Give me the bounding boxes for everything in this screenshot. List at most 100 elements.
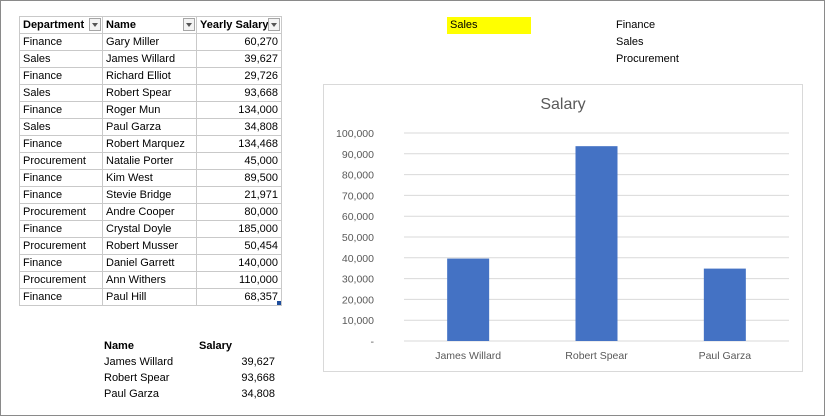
name-cell[interactable]: Paul Hill bbox=[102, 288, 197, 306]
name-cell[interactable]: Robert Musser bbox=[102, 237, 197, 255]
filter-dropdown-icon[interactable] bbox=[268, 18, 280, 31]
department-cell[interactable]: Finance bbox=[19, 33, 103, 51]
table-row: Sales James Willard 39,627 bbox=[19, 50, 282, 68]
summary-row: Robert Spear 93,668 bbox=[104, 370, 279, 386]
summary-row: Paul Garza 34,808 bbox=[104, 386, 279, 402]
salary-cell[interactable]: 21,971 bbox=[196, 186, 282, 204]
salary-table: Department Name Yearly Salary Finance Gar… bbox=[19, 16, 282, 306]
salary-cell[interactable]: 140,000 bbox=[196, 254, 282, 272]
department-cell[interactable]: Finance bbox=[19, 67, 103, 85]
department-cell[interactable]: Sales bbox=[19, 50, 103, 68]
table-row: Sales Robert Spear 93,668 bbox=[19, 84, 282, 102]
department-cell[interactable]: Sales bbox=[19, 84, 103, 102]
name-cell[interactable]: Richard Elliot bbox=[102, 67, 197, 85]
y-tick-label: 10,000 bbox=[342, 315, 374, 327]
department-cell[interactable]: Procurement bbox=[19, 152, 103, 170]
department-cell[interactable]: Sales bbox=[19, 118, 103, 136]
salary-cell[interactable]: 60,270 bbox=[196, 33, 282, 51]
department-cell[interactable]: Finance bbox=[19, 220, 103, 238]
salary-cell[interactable]: 39,627 bbox=[196, 50, 282, 68]
name-cell[interactable]: Andre Cooper bbox=[102, 203, 197, 221]
summary-salary-cell: 93,668 bbox=[241, 372, 275, 384]
y-tick-label: - bbox=[371, 336, 375, 348]
department-cell[interactable]: Procurement bbox=[19, 271, 103, 289]
name-cell[interactable]: Ann Withers bbox=[102, 271, 197, 289]
name-cell[interactable]: Daniel Garrett bbox=[102, 254, 197, 272]
name-cell[interactable]: Stevie Bridge bbox=[102, 186, 197, 204]
salary-cell[interactable]: 45,000 bbox=[196, 152, 282, 170]
name-cell[interactable]: Natalie Porter bbox=[102, 152, 197, 170]
table-row: Procurement Ann Withers 110,000 bbox=[19, 271, 282, 289]
table-row: Finance Robert Marquez 134,468 bbox=[19, 135, 282, 153]
chart-title: Salary bbox=[540, 96, 586, 113]
salary-cell[interactable]: 110,000 bbox=[196, 271, 282, 289]
summary-header-row: Name Salary bbox=[104, 338, 279, 354]
table-row: Finance Roger Mun 134,000 bbox=[19, 101, 282, 119]
header-yearly-salary: Yearly Salary bbox=[196, 16, 282, 34]
table-row: Procurement Robert Musser 50,454 bbox=[19, 237, 282, 255]
filter-dropdown-icon[interactable] bbox=[89, 18, 101, 31]
name-cell[interactable]: James Willard bbox=[102, 50, 197, 68]
summary-salary-cell: 39,627 bbox=[241, 356, 275, 368]
chart-plot: - 10,000 20,000 30,000 40,000 50,000 60,000 70,… bbox=[336, 128, 789, 362]
department-cell[interactable]: Procurement bbox=[19, 237, 103, 255]
salary-chart[interactable]: Salary - 10,000 20,000 30,000 40,000 50,000 60… bbox=[323, 84, 803, 372]
summary-name-cell: James Willard bbox=[104, 356, 174, 368]
table-row: Finance Crystal Doyle 185,000 bbox=[19, 220, 282, 238]
summary-name-cell: Paul Garza bbox=[104, 388, 160, 400]
header-name: Name bbox=[102, 16, 197, 34]
header-department: Department bbox=[19, 16, 103, 34]
x-tick-label: James Willard bbox=[435, 350, 501, 362]
table-row: Procurement Andre Cooper 80,000 bbox=[19, 203, 282, 221]
name-cell[interactable]: Kim West bbox=[102, 169, 197, 187]
salary-cell[interactable]: 29,726 bbox=[196, 67, 282, 85]
filter-dropdown-icon[interactable] bbox=[183, 18, 195, 31]
department-cell[interactable]: Finance bbox=[19, 254, 103, 272]
x-tick-label: Robert Spear bbox=[565, 350, 628, 362]
salary-cell[interactable]: 185,000 bbox=[196, 220, 282, 238]
name-cell[interactable]: Paul Garza bbox=[102, 118, 197, 136]
salary-cell[interactable]: 93,668 bbox=[196, 84, 282, 102]
y-tick-label: 60,000 bbox=[342, 211, 374, 223]
salary-cell[interactable]: 89,500 bbox=[196, 169, 282, 187]
summary-table: Name Salary James Willard 39,627 Robert … bbox=[104, 338, 279, 402]
name-cell[interactable]: Roger Mun bbox=[102, 101, 197, 119]
y-tick-label: 80,000 bbox=[342, 170, 374, 182]
y-tick-label: 100,000 bbox=[336, 128, 374, 140]
bar[interactable] bbox=[703, 268, 746, 341]
salary-cell[interactable]: 80,000 bbox=[196, 203, 282, 221]
table-header-row: Department Name Yearly Salary bbox=[19, 16, 282, 34]
salary-cell[interactable]: 50,454 bbox=[196, 237, 282, 255]
salary-cell[interactable]: 134,468 bbox=[196, 135, 282, 153]
department-cell[interactable]: Finance bbox=[19, 101, 103, 119]
y-tick-label: 50,000 bbox=[342, 232, 374, 244]
summary-row: James Willard 39,627 bbox=[104, 354, 279, 370]
table-row: Finance Daniel Garrett 140,000 bbox=[19, 254, 282, 272]
salary-cell-text: 68,357 bbox=[244, 291, 278, 303]
y-tick-label: 70,000 bbox=[342, 190, 374, 202]
bar[interactable] bbox=[575, 146, 618, 341]
department-cell[interactable]: Finance bbox=[19, 186, 103, 204]
salary-cell[interactable]: 134,000 bbox=[196, 101, 282, 119]
name-cell[interactable]: Robert Spear bbox=[102, 84, 197, 102]
department-cell[interactable]: Finance bbox=[19, 169, 103, 187]
department-cell[interactable]: Procurement bbox=[19, 203, 103, 221]
y-tick-label: 90,000 bbox=[342, 149, 374, 161]
summary-salary-cell: 34,808 bbox=[241, 388, 275, 400]
department-cell[interactable]: Finance bbox=[19, 135, 103, 153]
department-list-item: Finance bbox=[616, 19, 656, 31]
table-resize-handle[interactable] bbox=[277, 301, 281, 305]
name-cell[interactable]: Gary Miller bbox=[102, 33, 197, 51]
table-row: Sales Paul Garza 34,808 bbox=[19, 118, 282, 136]
salary-cell[interactable]: 68,357 bbox=[196, 288, 282, 306]
summary-header-name: Name bbox=[104, 340, 134, 352]
name-cell[interactable]: Robert Marquez bbox=[102, 135, 197, 153]
name-cell[interactable]: Crystal Doyle bbox=[102, 220, 197, 238]
table-row: Finance Paul Hill 68,357 bbox=[19, 288, 282, 306]
selected-department-cell[interactable]: Sales bbox=[447, 17, 531, 34]
salary-cell[interactable]: 34,808 bbox=[196, 118, 282, 136]
department-list-item: Procurement bbox=[616, 53, 679, 65]
department-cell[interactable]: Finance bbox=[19, 288, 103, 306]
summary-name-cell: Robert Spear bbox=[104, 372, 170, 384]
bar[interactable] bbox=[447, 258, 490, 341]
